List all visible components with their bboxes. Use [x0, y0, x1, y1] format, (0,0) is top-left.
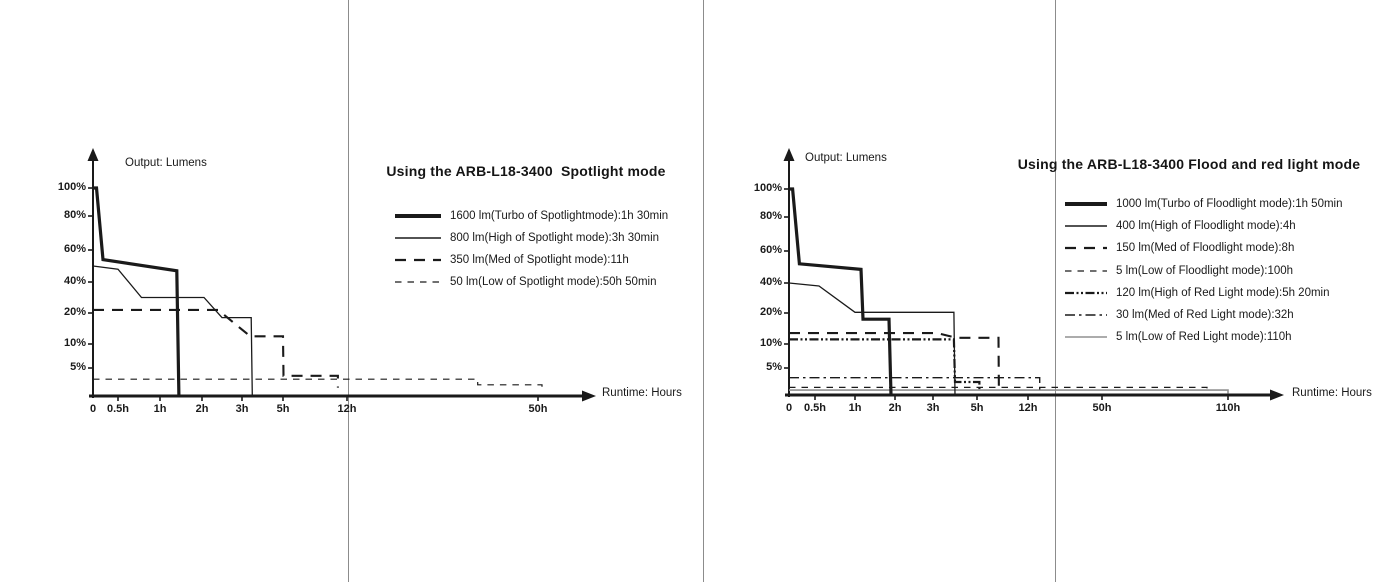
page-column-divider: [348, 0, 349, 582]
x-tick-label: 2h: [888, 402, 902, 414]
legend-line-swatch: [1065, 269, 1107, 272]
legend-label: 50 lm(Low of Spotlight mode):50h 50min: [450, 276, 657, 288]
legend-item: 400 lm(High of Floodlight mode):4h: [1064, 218, 1296, 234]
legend-item: 1600 lm(Turbo of Spotlightmode):1h 30min: [394, 208, 668, 224]
legend-label: 800 lm(High of Spotlight mode):3h 30min: [450, 232, 660, 244]
legend-item: 120 lm(High of Red Light mode):5h 20min: [1064, 285, 1330, 301]
chart-flood-red-title: Using the ARB-L18-3400 Flood and red lig…: [1017, 156, 1361, 172]
legend-label: 120 lm(High of Red Light mode):5h 20min: [1116, 286, 1330, 299]
y-tick-label: 40%: [759, 276, 782, 288]
x-axis-arrow-icon: [582, 390, 596, 402]
chart-spotlight-x-axis-label: Runtime: Hours: [602, 387, 682, 399]
page-column-divider: [703, 0, 704, 582]
legend-label: 30 lm(Med of Red Light mode):32h: [1116, 309, 1294, 321]
legend-line-swatch: [395, 281, 441, 283]
y-tick-label: 20%: [759, 306, 782, 318]
legend-label: 350 lm(Med of Spotlight mode):11h: [450, 254, 629, 266]
x-tick-label: 5h: [276, 403, 290, 415]
chart-0-series-0-line: [93, 186, 181, 397]
chart-1-series-6-line: [789, 389, 1229, 394]
x-tick-label: 1h: [153, 403, 167, 415]
legend-item: 150 lm(Med of Floodlight mode):8h: [1064, 240, 1294, 256]
y-tick-label: 20%: [63, 306, 86, 318]
x-tick-label: 3h: [926, 402, 940, 414]
y-axis-arrow-icon: [87, 148, 99, 161]
legend-line-swatch: [395, 258, 441, 262]
legend-label: 150 lm(Med of Floodlight mode):8h: [1116, 242, 1295, 255]
chart-1-series-2-line: [789, 332, 1000, 392]
legend-label: 1600 lm(Turbo of Spotlightmode):1h 30min: [450, 210, 669, 222]
legend-item: 30 lm(Med of Red Light mode):32h: [1064, 307, 1294, 323]
chart-1-series-0-line: [789, 187, 893, 396]
legend-item: 50 lm(Low of Spotlight mode):50h 50min: [394, 274, 656, 290]
legend-item: 5 lm(Low of Floodlight mode):100h: [1064, 263, 1293, 279]
y-tick-label: 80%: [63, 209, 86, 221]
chart-0-series-1-line: [92, 265, 253, 397]
chart-1-series-3-line: [789, 386, 1208, 393]
chart-spotlight-y-axis-label: Output: Lumens: [125, 157, 207, 169]
x-tick-label: 0.5h: [803, 402, 826, 414]
x-tick-label: 0: [785, 402, 793, 414]
y-tick-label: 60%: [759, 244, 782, 256]
legend-line-swatch: [395, 237, 441, 239]
x-tick-label: 50h: [528, 403, 548, 415]
x-tick-label: 0.5h: [106, 403, 129, 415]
chart-spotlight-title: Using the ARB-L18-3400 Spotlight mode: [386, 163, 666, 179]
y-tick-label: 100%: [753, 182, 782, 194]
x-tick-label: 12h: [1018, 402, 1038, 414]
y-tick-label: 100%: [57, 181, 86, 193]
x-axis-arrow-icon: [1270, 389, 1284, 401]
y-tick-label: 60%: [63, 243, 86, 255]
legend-label: 400 lm(High of Floodlight mode):4h: [1116, 220, 1296, 233]
legend-line-swatch: [1065, 225, 1107, 227]
x-tick-label: 12h: [337, 403, 357, 415]
x-tick-label: 0: [89, 403, 97, 415]
legend-line-swatch: [1065, 336, 1107, 338]
x-tick-label: 3h: [235, 403, 249, 415]
y-tick-label: 40%: [63, 275, 86, 287]
y-tick-label: 10%: [63, 337, 86, 349]
x-tick-label: 5h: [970, 402, 984, 414]
y-axis-arrow-icon: [783, 148, 795, 161]
chart-0-series-3-line: [93, 378, 543, 391]
x-tick-label: 50h: [1092, 402, 1112, 414]
x-tick-label: 110h: [1215, 402, 1241, 414]
legend-label: 5 lm(Low of Red Light mode):110h: [1116, 331, 1292, 344]
chart-1-series-4-line: [789, 338, 981, 391]
legend-item: 350 lm(Med of Spotlight mode):11h: [394, 252, 629, 268]
legend-line-swatch: [395, 214, 441, 218]
legend-item: 1000 lm(Turbo of Floodlight mode):1h 50m…: [1064, 196, 1343, 212]
y-tick-label: 5%: [70, 361, 86, 373]
x-tick-label: 1h: [848, 402, 862, 414]
y-tick-label: 10%: [759, 337, 782, 349]
legend-item: 800 lm(High of Spotlight mode):3h 30min: [394, 230, 659, 246]
legend-item: 5 lm(Low of Red Light mode):110h: [1064, 329, 1292, 345]
chart-0-series-2-line: [93, 308, 339, 388]
chart-1-series-1-line: [788, 282, 956, 396]
chart-flood-red-x-axis-label: Runtime: Hours: [1292, 387, 1372, 399]
x-tick-label: 2h: [195, 403, 209, 415]
legend-label: 5 lm(Low of Floodlight mode):100h: [1116, 264, 1294, 277]
chart-flood-red-y-axis-label: Output: Lumens: [805, 152, 887, 164]
y-tick-label: 80%: [759, 210, 782, 222]
page-column-divider: [1055, 0, 1056, 582]
legend-line-swatch: [1065, 202, 1107, 206]
legend-line-swatch: [1065, 314, 1107, 316]
legend-line-swatch: [1065, 247, 1107, 250]
legend-label: 1000 lm(Turbo of Floodlight mode):1h 50m…: [1116, 198, 1343, 210]
y-tick-label: 5%: [766, 361, 782, 373]
legend-line-swatch: [1065, 291, 1107, 294]
